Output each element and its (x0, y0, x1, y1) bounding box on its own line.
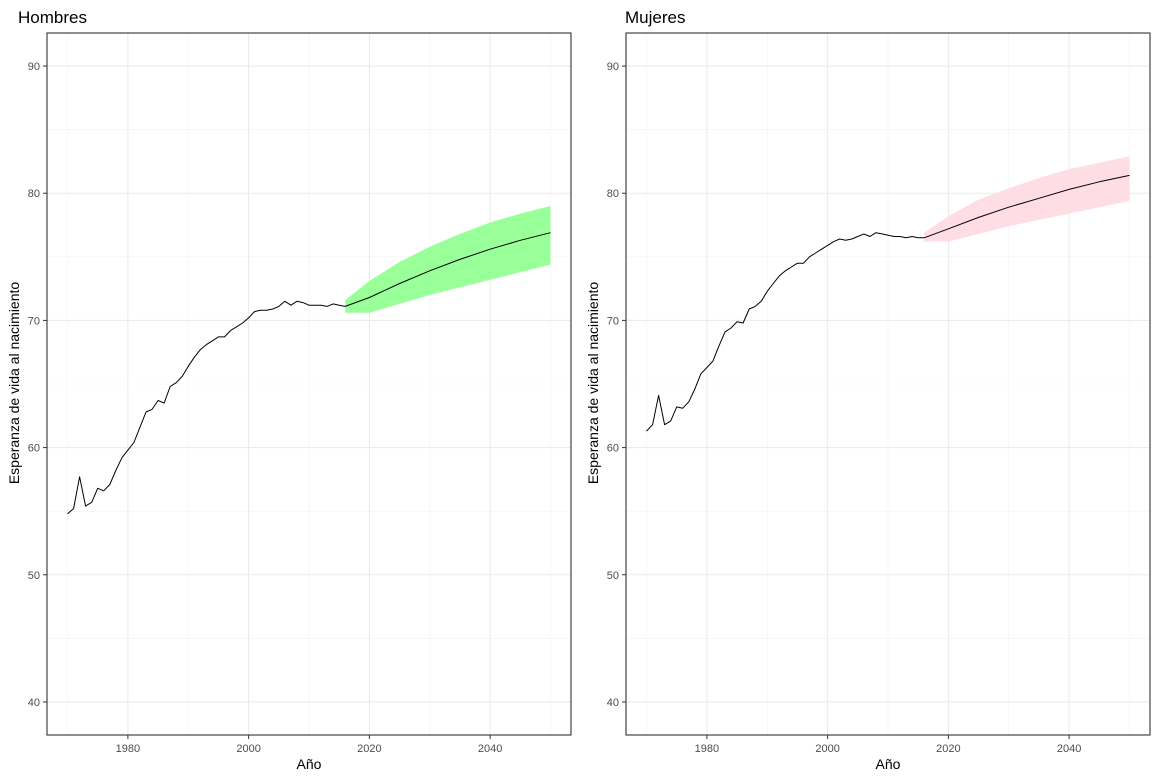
y-tick-label: 70 (28, 315, 40, 327)
observed-line (67, 300, 346, 515)
projection-interval-band (924, 156, 1130, 242)
y-tick-label: 40 (607, 697, 619, 709)
projection-line (345, 232, 551, 307)
observed-line (646, 232, 925, 432)
y-tick-label: 90 (28, 61, 40, 73)
y-tick-label: 80 (607, 188, 619, 200)
y-axis-label: Esperanza de vida al nacimiento (585, 282, 601, 485)
x-tick-label: 2040 (478, 743, 502, 755)
y-axis-label: Esperanza de vida al nacimiento (6, 282, 22, 485)
y-tick-label: 50 (607, 570, 619, 582)
x-tick-label: 2000 (236, 743, 260, 755)
x-axis-label: Año (876, 756, 901, 772)
y-tick-label: 80 (28, 188, 40, 200)
y-tick-label: 60 (28, 443, 40, 455)
y-tick-label: 60 (607, 443, 619, 455)
x-tick-label: 2000 (815, 743, 839, 755)
y-tick-label: 90 (607, 61, 619, 73)
projection-interval-band (345, 206, 551, 313)
x-tick-label: 2020 (357, 743, 381, 755)
panel-title: Hombres (18, 8, 87, 27)
projection-line (924, 174, 1130, 239)
x-tick-label: 1980 (695, 743, 719, 755)
plot-area: 1980 2000 2020 2040 40 50 60 70 80 90 (28, 32, 572, 755)
y-tick-label: 40 (28, 697, 40, 709)
y-tick-label: 70 (607, 315, 619, 327)
plot-area: 1980 2000 2020 2040 40 50 60 70 80 90 (607, 32, 1151, 755)
x-tick-label: 1980 (116, 743, 140, 755)
x-tick-label: 2040 (1057, 743, 1081, 755)
panel-border (46, 32, 572, 736)
panel-title: Mujeres (625, 8, 685, 27)
y-tick-label: 50 (28, 570, 40, 582)
panel-border (625, 32, 1151, 736)
x-tick-label: 2020 (936, 743, 960, 755)
x-axis-label: Año (297, 756, 322, 772)
